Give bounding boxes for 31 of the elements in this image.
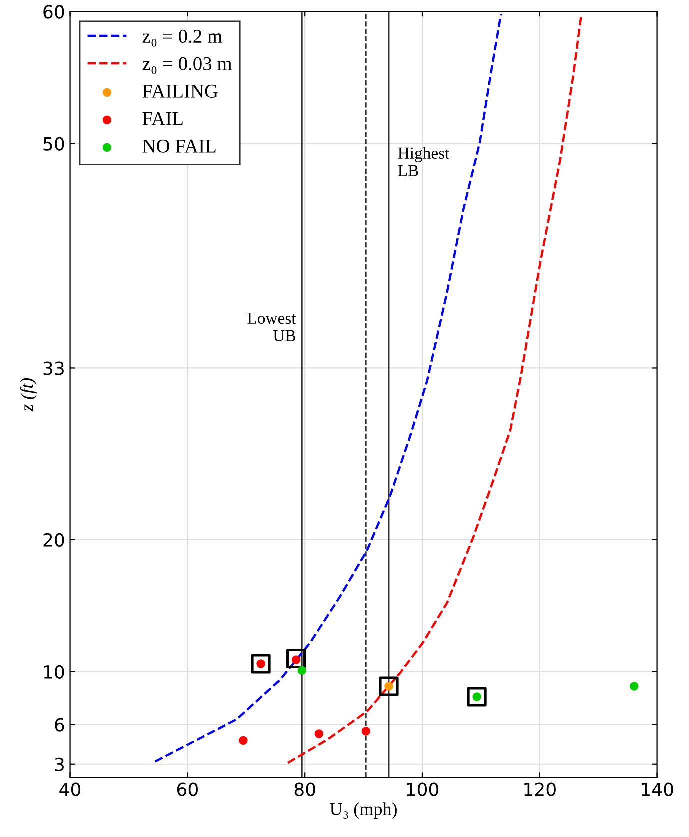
legend-label: FAILING bbox=[142, 84, 218, 98]
y-tick-label: 50 bbox=[44, 137, 64, 151]
legend-label: NO FAIL bbox=[142, 140, 216, 153]
y-tick-label: 20 bbox=[44, 533, 64, 548]
point bbox=[379, 676, 399, 696]
point bbox=[467, 687, 487, 707]
point bbox=[630, 682, 639, 691]
x-tick-label: 40 bbox=[60, 782, 81, 796]
y-tick-label: 3 bbox=[55, 758, 64, 772]
x-axis-title: U₃ (mph) bbox=[330, 802, 397, 820]
y-tick-label: 33 bbox=[44, 362, 64, 376]
ref-line-label: Highest LB bbox=[398, 147, 450, 176]
point bbox=[286, 648, 306, 668]
x-tick-label: 100 bbox=[407, 782, 439, 796]
point bbox=[251, 654, 271, 674]
x-tick-label: 140 bbox=[642, 782, 674, 796]
point bbox=[314, 730, 324, 738]
x-tick-label: 60 bbox=[177, 782, 198, 796]
y-tick-label: 10 bbox=[44, 665, 64, 680]
y-tick-label: 60 bbox=[44, 5, 64, 19]
point bbox=[298, 666, 307, 675]
x-tick-label: 80 bbox=[294, 782, 316, 796]
y-tick-label: 6 bbox=[55, 718, 64, 732]
point bbox=[239, 736, 248, 745]
legend-label: z₀ = 0.2 m bbox=[142, 30, 222, 47]
x-tick-label: 120 bbox=[524, 782, 556, 796]
legend-label: z₀ = 0.03 m bbox=[142, 57, 232, 74]
legend-label: FAIL bbox=[142, 112, 183, 126]
ref-line-label: Lowest UB bbox=[248, 313, 296, 342]
point bbox=[362, 726, 371, 736]
y-axis-title: z (ft) bbox=[20, 378, 37, 412]
